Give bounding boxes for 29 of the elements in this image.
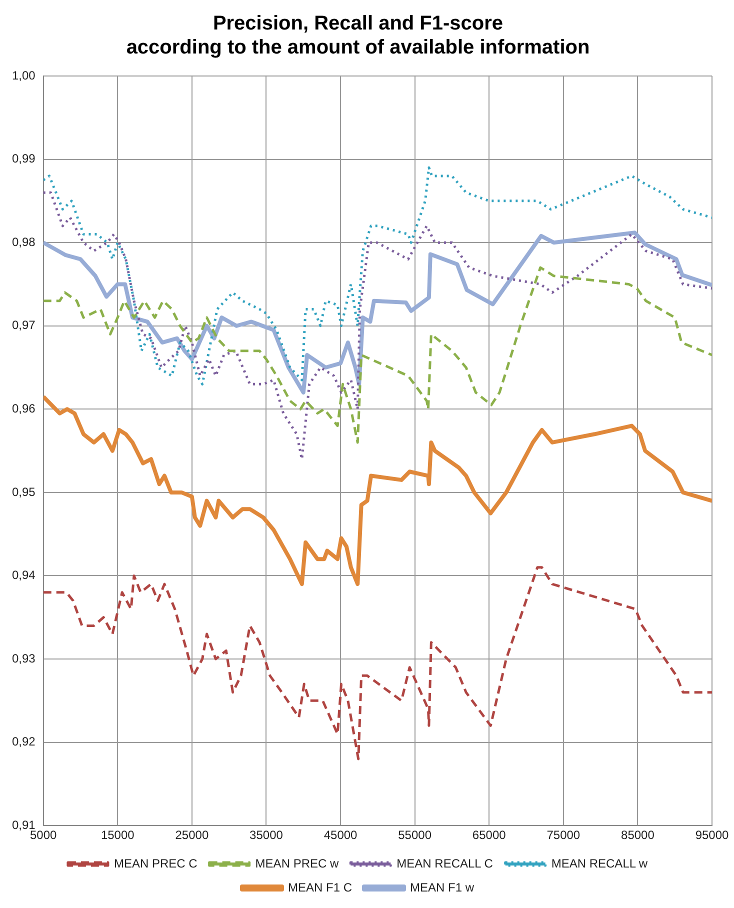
x-tick-label: 25000	[175, 828, 209, 842]
legend-label: MEAN PREC C	[114, 856, 198, 870]
y-tick-label: 0,92	[12, 734, 36, 749]
x-tick-label: 35000	[250, 828, 284, 842]
line-series	[43, 191, 712, 460]
y-tick-label: 1,00	[12, 68, 36, 82]
x-tick-label: 55000	[398, 828, 432, 842]
legend-label: MEAN RECALL C	[396, 856, 494, 870]
x-tick-label: 65000	[472, 828, 506, 842]
x-tick-label: 75000	[546, 828, 580, 842]
y-tick-label: 0,96	[12, 401, 36, 416]
x-tick-label: 95000	[695, 828, 730, 842]
legend-label: MEAN RECALL w	[551, 856, 648, 870]
line-series	[43, 166, 712, 386]
y-tick-label: 0,98	[12, 234, 36, 249]
chart-title: Precision, Recall and F1-score according to the amount of available information	[126, 12, 590, 59]
x-tick-label: 15000	[100, 828, 135, 842]
y-tick-label: 0,94	[12, 568, 36, 582]
legend-label: MEAN PREC w	[255, 856, 339, 870]
legend-label: MEAN F1 w	[410, 880, 474, 894]
x-tick-label: 85000	[621, 828, 655, 842]
y-tick-label: 0,93	[12, 651, 36, 666]
line-series	[43, 266, 712, 444]
y-tick-label: 0,95	[12, 484, 36, 499]
legend-label: MEAN F1 C	[288, 880, 352, 894]
y-tick-label: 0,97	[12, 318, 36, 332]
x-tick-label: 45000	[324, 828, 358, 842]
y-tick-label: 0,99	[12, 152, 36, 166]
line-series	[43, 566, 712, 760]
